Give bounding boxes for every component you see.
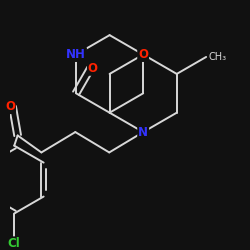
Text: O: O [138, 48, 148, 61]
Text: O: O [5, 100, 15, 113]
Text: NH: NH [66, 48, 86, 61]
Text: Cl: Cl [8, 237, 20, 250]
Text: CH₃: CH₃ [208, 52, 227, 62]
Text: O: O [88, 62, 98, 75]
Text: N: N [138, 126, 148, 138]
